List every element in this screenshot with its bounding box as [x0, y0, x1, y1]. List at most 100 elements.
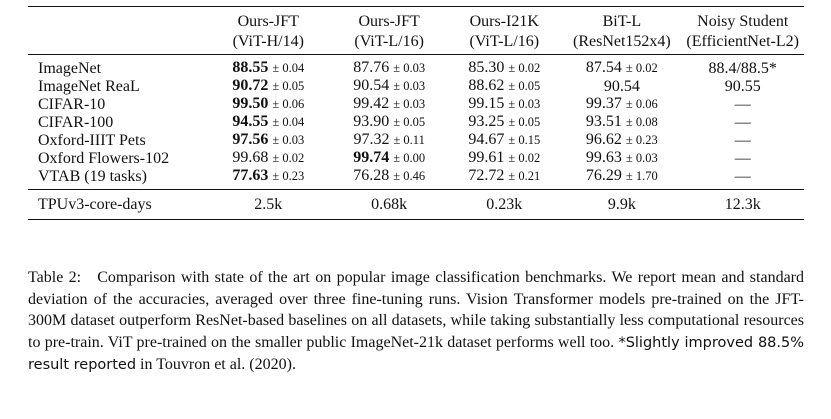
table-cell: 97.56 ± 0.03	[204, 131, 332, 149]
table-cell: 94.67 ± 0.15	[446, 131, 562, 149]
cell-std: ± 0.04	[272, 61, 305, 75]
table-cell: 93.51 ± 0.08	[562, 113, 681, 131]
cell-value: 93.51	[585, 113, 622, 130]
cell-std: ± 0.02	[272, 151, 305, 165]
cell-value: 90.55	[724, 77, 761, 95]
cell-value: 94.55	[232, 113, 269, 130]
table-cell: —	[681, 131, 804, 149]
cell-value: —	[734, 131, 751, 149]
row-label: Oxford Flowers-102	[38, 149, 170, 167]
caption-footnote: *Slightly improved 88.5% result reported	[28, 334, 805, 374]
cell-std: ± 0.02	[508, 61, 541, 75]
cell-std: ± 0.05	[508, 79, 541, 93]
cell-std: ± 0.08	[625, 115, 658, 129]
cell-value: 99.15	[468, 95, 505, 112]
cell-std: ± 0.05	[272, 79, 305, 93]
header-line2: (ViT-L/16)	[354, 33, 424, 50]
cell-value: 93.90	[353, 113, 390, 130]
table-cell: 76.29 ± 1.70	[562, 167, 681, 190]
cell-value: 87.54	[585, 59, 622, 76]
caption-body: Comparison with state of the art on popu…	[28, 269, 805, 351]
cell-value: 99.61	[468, 149, 505, 166]
table-body: ImageNet 88.55 ± 0.04 87.76 ± 0.03 85.30…	[28, 54, 804, 190]
cell-value: 90.54	[353, 77, 390, 94]
cell-value: 99.37	[585, 95, 622, 112]
cell-std: ± 0.11	[393, 133, 425, 147]
table-row: CIFAR-10 99.50 ± 0.06 99.42 ± 0.03 99.15…	[28, 95, 804, 113]
header-cell-empty	[28, 7, 204, 55]
table-cell: 99.68 ± 0.02	[204, 149, 332, 167]
header-line2: (EfficientNet-L2)	[686, 33, 799, 50]
cell-value: 99.42	[353, 95, 390, 112]
row-label: Oxford-IIIT Pets	[38, 131, 146, 149]
cell-value: 76.28	[353, 167, 390, 184]
cell-std: ± 0.21	[508, 169, 541, 183]
cell-std: ± 0.00	[393, 151, 426, 165]
cell-value: 90.72	[232, 77, 269, 94]
cell-value: 85.30	[468, 59, 505, 76]
table-cell: 0.23k	[486, 195, 523, 213]
cell-value: —	[734, 149, 751, 167]
table-cell: —	[681, 113, 804, 131]
header-row: Ours-JFT (ViT-H/14) Ours-JFT (ViT-L/16) …	[28, 6, 804, 55]
cell-value: 97.56	[232, 131, 269, 148]
cell-value: 99.74	[353, 149, 390, 166]
cell-value: —	[734, 113, 751, 131]
header-cell-ours-jft-l16: Ours-JFT (ViT-L/16)	[332, 7, 446, 55]
cell-value: —	[734, 167, 751, 185]
cell-value: 99.50	[232, 95, 269, 112]
cell-value: 77.63	[232, 167, 269, 184]
cell-std: ± 0.06	[272, 97, 305, 111]
table-cell: 72.72 ± 0.21	[446, 167, 562, 190]
caption-label: Table 2:	[28, 269, 82, 286]
table-cell: 85.30 ± 0.02	[446, 55, 562, 78]
header-cell-ours-jft-h14: Ours-JFT (ViT-H/14)	[204, 7, 332, 55]
table-cell: 0.68k	[371, 195, 408, 213]
table-caption: Table 2: Comparison with state of the ar…	[28, 267, 804, 377]
cell-std: ± 0.04	[272, 115, 305, 129]
table-cell: 87.54 ± 0.02	[562, 55, 681, 78]
cell-std: ± 0.03	[393, 61, 426, 75]
table-cell: 2.5k	[254, 195, 283, 213]
table-header: Ours-JFT (ViT-H/14) Ours-JFT (ViT-L/16) …	[28, 6, 804, 55]
table-cell: 96.62 ± 0.23	[562, 131, 681, 149]
table-cell: —	[681, 149, 804, 167]
header-cell-noisy-student: Noisy Student (EfficientNet-L2)	[681, 7, 804, 55]
cell-value: 87.76	[353, 59, 390, 76]
cell-std: ± 1.70	[625, 169, 658, 183]
header-line1: Ours-I21K	[469, 13, 539, 30]
table-cell: 90.72 ± 0.05	[204, 77, 332, 95]
cell-value: 99.63	[585, 149, 622, 166]
cell-std: ± 0.03	[393, 97, 426, 111]
cell-value: 99.68	[232, 149, 269, 166]
cell-value: 88.62	[468, 77, 505, 94]
results-table-container: Ours-JFT (ViT-H/14) Ours-JFT (ViT-L/16) …	[28, 6, 804, 220]
table-cell: 9.9k	[607, 195, 636, 213]
table-cell: 94.55 ± 0.04	[204, 113, 332, 131]
table-cell: 88.55 ± 0.04	[204, 55, 332, 78]
table-row: Oxford-IIIT Pets 97.56 ± 0.03 97.32 ± 0.…	[28, 131, 804, 149]
cell-value: 93.25	[468, 113, 505, 130]
table-cell: 99.42 ± 0.03	[332, 95, 446, 113]
header-cell-bit-l: BiT-L (ResNet152x4)	[562, 7, 681, 55]
table-cell: 90.54 ± 0.03	[332, 77, 446, 95]
cell-std: ± 0.03	[272, 133, 305, 147]
table-row: ImageNet ReaL 90.72 ± 0.05 90.54 ± 0.03 …	[28, 77, 804, 95]
cell-value: 90.54	[603, 77, 640, 95]
table-row: Oxford Flowers-102 99.68 ± 0.02 99.74 ± …	[28, 149, 804, 167]
header-cell-ours-i21k-l16: Ours-I21K (ViT-L/16)	[446, 7, 562, 55]
table-row: ImageNet 88.55 ± 0.04 87.76 ± 0.03 85.30…	[28, 54, 804, 78]
table-cell: 99.61 ± 0.02	[446, 149, 562, 167]
cell-std: ± 0.15	[508, 133, 541, 147]
row-label: TPUv3-core-days	[38, 195, 152, 213]
table-cell: 90.55	[681, 77, 804, 95]
table-cell: —	[681, 167, 804, 190]
cell-std: ± 0.46	[393, 169, 426, 183]
header-line1: Noisy Student	[697, 13, 789, 30]
row-label: CIFAR-10	[38, 95, 106, 113]
table-cell: 99.63 ± 0.03	[562, 149, 681, 167]
cell-value: 97.32	[353, 131, 390, 148]
header-line1: BiT-L	[602, 13, 642, 30]
results-table: Ours-JFT (ViT-H/14) Ours-JFT (ViT-L/16) …	[28, 6, 804, 220]
cell-std: ± 0.05	[508, 115, 541, 129]
